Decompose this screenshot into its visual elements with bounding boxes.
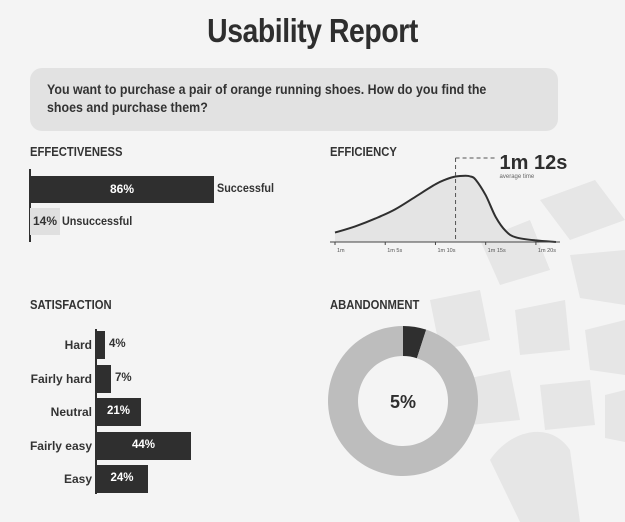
efficiency-heading: EFFICIENCY [330, 145, 397, 159]
satisfaction-bar-0 [96, 331, 105, 359]
efficiency-tick-label-4: 1m 20s [538, 248, 556, 254]
satisfaction-label-4: Easy [63, 472, 92, 486]
effectiveness-label-successful: Successful [217, 181, 275, 195]
efficiency-area [335, 175, 556, 242]
page-title: Usability Report [207, 12, 418, 49]
efficiency-tick-label-1: 1m 5s [387, 248, 402, 254]
satisfaction-value-2: 21% [106, 405, 131, 417]
satisfaction-label-0: Hard [64, 338, 92, 352]
effectiveness-axis [29, 169, 31, 242]
efficiency-tick-label-2: 1m 10s [437, 248, 455, 254]
effectiveness-bar-unsuccessful: 14% [30, 208, 60, 235]
satisfaction-bar-2 [96, 398, 141, 426]
task-question-box: You want to purchase a pair of orange ru… [30, 68, 558, 131]
average-time-value: 1m 12s [500, 152, 568, 174]
abandonment-donut-chart: 5% [328, 326, 479, 476]
satisfaction-value-4: 24% [110, 472, 134, 484]
satisfaction-label-1: Fairly hard [30, 372, 92, 386]
satisfaction-label-3: Fairly easy [29, 439, 92, 453]
effectiveness-heading: EFFECTIVENESS [30, 145, 123, 159]
satisfaction-label-2: Neutral [50, 405, 92, 419]
satisfaction-bar-1 [96, 365, 111, 393]
satisfaction-value-0: 4% [109, 338, 126, 350]
task-question-text: You want to purchase a pair of orange ru… [47, 82, 487, 115]
abandonment-center-label: 5% [390, 392, 416, 412]
satisfaction-value-3: 44% [131, 439, 156, 451]
average-time-caption: average time [500, 174, 535, 180]
donut-slice-abandoned [403, 326, 427, 359]
satisfaction-bar-4 [96, 465, 148, 493]
donut-slice-completed [328, 326, 479, 476]
effectiveness-bar-successful: 86% [30, 176, 214, 203]
satisfaction-value-1: 7% [115, 372, 132, 384]
efficiency-tick-label-3: 1m 15s [488, 248, 506, 254]
effectiveness-label-unsuccessful: Unsuccessful [62, 214, 133, 228]
efficiency-curve [334, 174, 557, 243]
satisfaction-heading: SATISFACTION [30, 298, 112, 312]
abandonment-heading: ABANDONMENT [330, 298, 420, 312]
satisfaction-bar-3 [96, 432, 191, 460]
efficiency-tick-label-0: 1m [337, 248, 345, 254]
efficiency-chart: 1m 1m 5s 1m 10s 1m 15s 1m 20s 1m 12s average… [330, 152, 568, 254]
effectiveness-value-successful: 86% [109, 182, 135, 196]
effectiveness-value-unsuccessful: 14% [33, 214, 58, 228]
